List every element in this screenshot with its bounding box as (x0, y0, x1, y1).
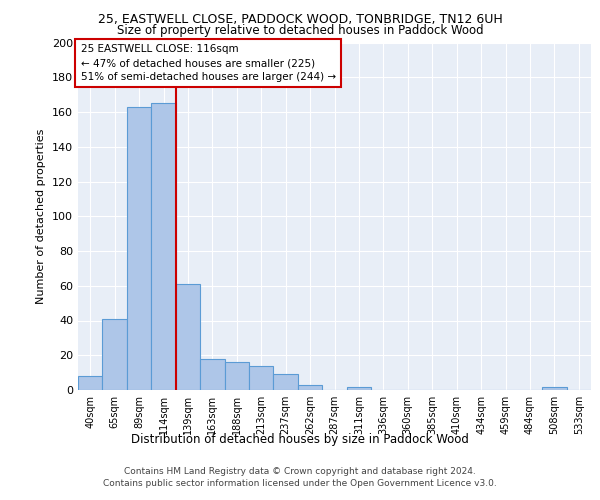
Text: 25 EASTWELL CLOSE: 116sqm
← 47% of detached houses are smaller (225)
51% of semi: 25 EASTWELL CLOSE: 116sqm ← 47% of detac… (80, 44, 335, 82)
Text: Distribution of detached houses by size in Paddock Wood: Distribution of detached houses by size … (131, 432, 469, 446)
Bar (274, 374, 298, 390)
Bar (151, 104, 176, 390)
Text: Contains HM Land Registry data © Crown copyright and database right 2024.: Contains HM Land Registry data © Crown c… (124, 468, 476, 476)
Text: 25, EASTWELL CLOSE, PADDOCK WOOD, TONBRIDGE, TN12 6UH: 25, EASTWELL CLOSE, PADDOCK WOOD, TONBRI… (98, 12, 502, 26)
Y-axis label: Number of detached properties: Number of detached properties (37, 128, 46, 304)
Bar (103, 319, 127, 390)
Text: Contains public sector information licensed under the Open Government Licence v3: Contains public sector information licen… (103, 479, 497, 488)
Bar (249, 366, 274, 390)
Bar (347, 386, 371, 390)
Bar (78, 376, 103, 390)
Bar (542, 386, 566, 390)
Bar (200, 358, 224, 390)
Bar (176, 284, 200, 390)
Bar (298, 385, 322, 390)
Text: Size of property relative to detached houses in Paddock Wood: Size of property relative to detached ho… (116, 24, 484, 37)
Bar (224, 362, 249, 390)
Bar (127, 107, 151, 390)
